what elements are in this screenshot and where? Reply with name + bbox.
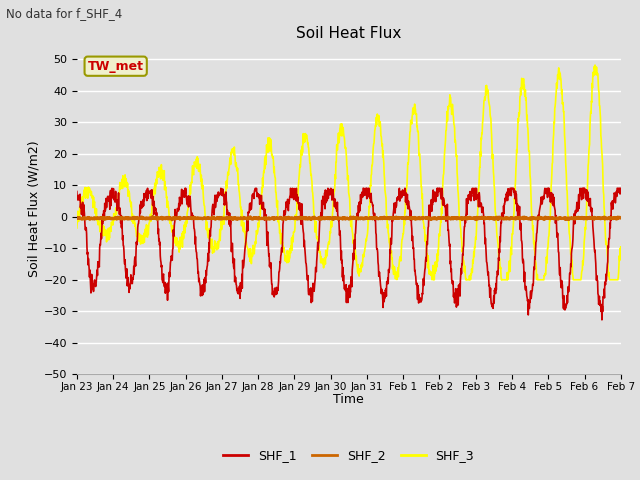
SHF_3 xyxy=(315,245,323,251)
Legend: SHF_1, SHF_2, SHF_3: SHF_1, SHF_2, SHF_3 xyxy=(218,444,479,468)
Line: SHF_2: SHF_2 xyxy=(77,216,621,220)
X-axis label: Time: Time xyxy=(333,394,364,407)
SHF_2 xyxy=(305,216,312,222)
Line: SHF_3: SHF_3 xyxy=(77,65,621,280)
Title: Soil Heat Flux: Soil Heat Flux xyxy=(296,25,401,41)
SHF_1 xyxy=(115,211,123,217)
SHF_3 xyxy=(383,210,390,216)
SHF_1 xyxy=(383,279,390,285)
SHF_2 xyxy=(73,215,81,221)
SHF_2 xyxy=(137,215,145,220)
SHF_2 xyxy=(115,216,123,221)
SHF_3 xyxy=(591,62,599,68)
SHF_3 xyxy=(325,239,333,245)
SHF_3 xyxy=(137,238,145,244)
SHF_1 xyxy=(617,187,625,192)
SHF_2 xyxy=(326,215,333,221)
SHF_1 xyxy=(108,185,116,191)
SHF_2 xyxy=(168,217,176,223)
SHF_1 xyxy=(304,273,312,278)
SHF_1 xyxy=(598,317,606,323)
Text: TW_met: TW_met xyxy=(88,60,144,72)
SHF_1 xyxy=(325,192,333,198)
SHF_3 xyxy=(73,225,81,231)
SHF_1 xyxy=(316,229,323,235)
SHF_1 xyxy=(73,189,81,194)
SHF_1 xyxy=(138,200,145,205)
Y-axis label: Soil Heat Flux (W/m2): Soil Heat Flux (W/m2) xyxy=(28,141,41,277)
SHF_3 xyxy=(115,192,123,197)
SHF_2 xyxy=(316,215,323,221)
SHF_3 xyxy=(304,141,312,146)
SHF_3 xyxy=(617,244,625,250)
SHF_2 xyxy=(383,216,391,221)
SHF_2 xyxy=(617,215,625,221)
Line: SHF_1: SHF_1 xyxy=(77,188,621,320)
Text: No data for f_SHF_4: No data for f_SHF_4 xyxy=(6,7,123,20)
SHF_3 xyxy=(428,277,436,283)
SHF_2 xyxy=(149,214,157,219)
